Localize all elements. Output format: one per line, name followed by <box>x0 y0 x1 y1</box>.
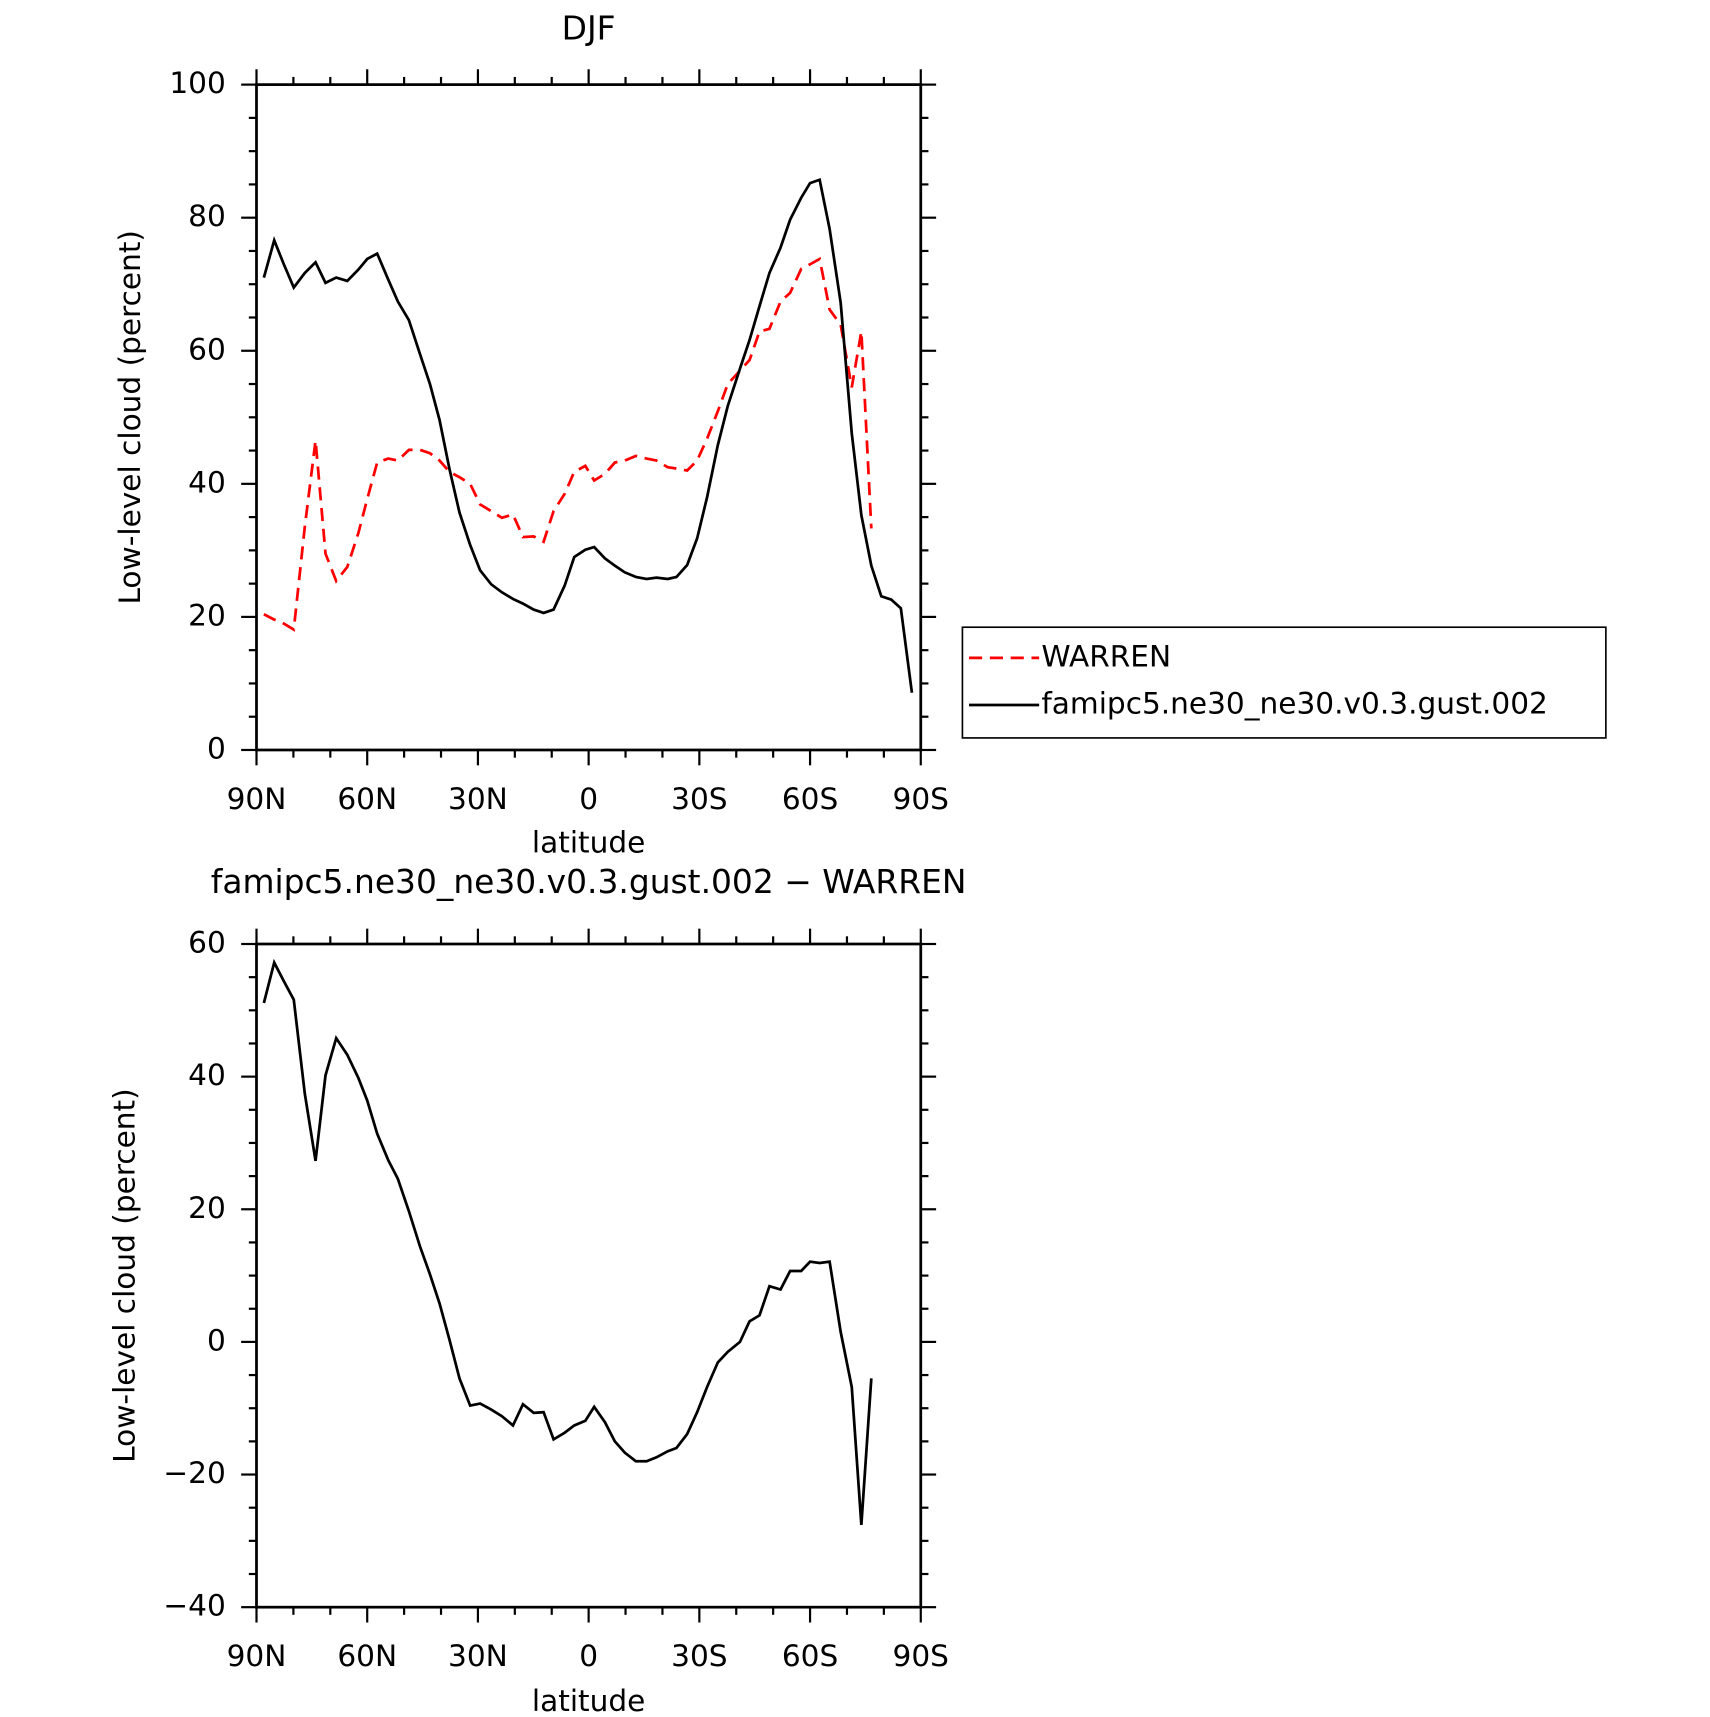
x-tick-label: 30S <box>671 782 727 816</box>
x-tick-label: 60S <box>782 782 838 816</box>
x-tick-label: 30N <box>448 1639 508 1673</box>
x-tick-label: 90S <box>893 1639 949 1673</box>
y-axis-label: Low-level cloud (percent) <box>108 1088 142 1463</box>
y-tick-label: 20 <box>188 598 226 632</box>
chart-title: famipc5.ne30_ne30.v0.3.gust.002 − WARREN <box>211 862 967 901</box>
y-tick-label: 0 <box>207 731 226 765</box>
y-tick-label: 0 <box>207 1323 226 1357</box>
y-tick-label: 40 <box>188 465 226 499</box>
data-line <box>262 177 914 693</box>
x-tick-label: 60S <box>782 1639 838 1673</box>
y-tick-label: 40 <box>188 1058 226 1092</box>
x-axis-label: latitude <box>532 826 645 860</box>
y-tick-label: 100 <box>169 66 225 100</box>
y-tick-label: −40 <box>163 1589 225 1623</box>
x-tick-label: 0 <box>579 1639 598 1673</box>
x-tick-label: 60N <box>337 1639 397 1673</box>
y-axis-label: Low-level cloud (percent) <box>113 230 147 605</box>
data-line <box>263 256 873 632</box>
y-tick-label: 60 <box>188 332 226 366</box>
x-tick-label: 90N <box>227 782 287 816</box>
y-tick-label: −20 <box>163 1456 225 1490</box>
x-axis-label: latitude <box>532 1684 645 1717</box>
x-tick-label: 30S <box>671 1639 727 1673</box>
x-tick-label: 0 <box>579 782 598 816</box>
x-tick-label: 30N <box>448 782 508 816</box>
legend-label: famipc5.ne30_ne30.v0.3.gust.002 <box>1041 687 1548 721</box>
plot-frame <box>255 942 923 1609</box>
x-tick-label: 90N <box>227 1639 287 1673</box>
legend: WARREN famipc5.ne30_ne30.v0.3.gust.002 <box>961 626 1607 739</box>
y-tick-label: 20 <box>188 1191 226 1225</box>
chart-title: DJF <box>562 8 616 47</box>
legend-label: WARREN <box>1041 639 1171 673</box>
x-tick-label: 90S <box>893 782 949 816</box>
legend-box <box>961 626 1607 739</box>
x-tick-label: 60N <box>337 782 397 816</box>
data-line <box>262 958 873 1526</box>
y-tick-label: 60 <box>188 926 226 960</box>
y-tick-label: 80 <box>188 199 226 233</box>
